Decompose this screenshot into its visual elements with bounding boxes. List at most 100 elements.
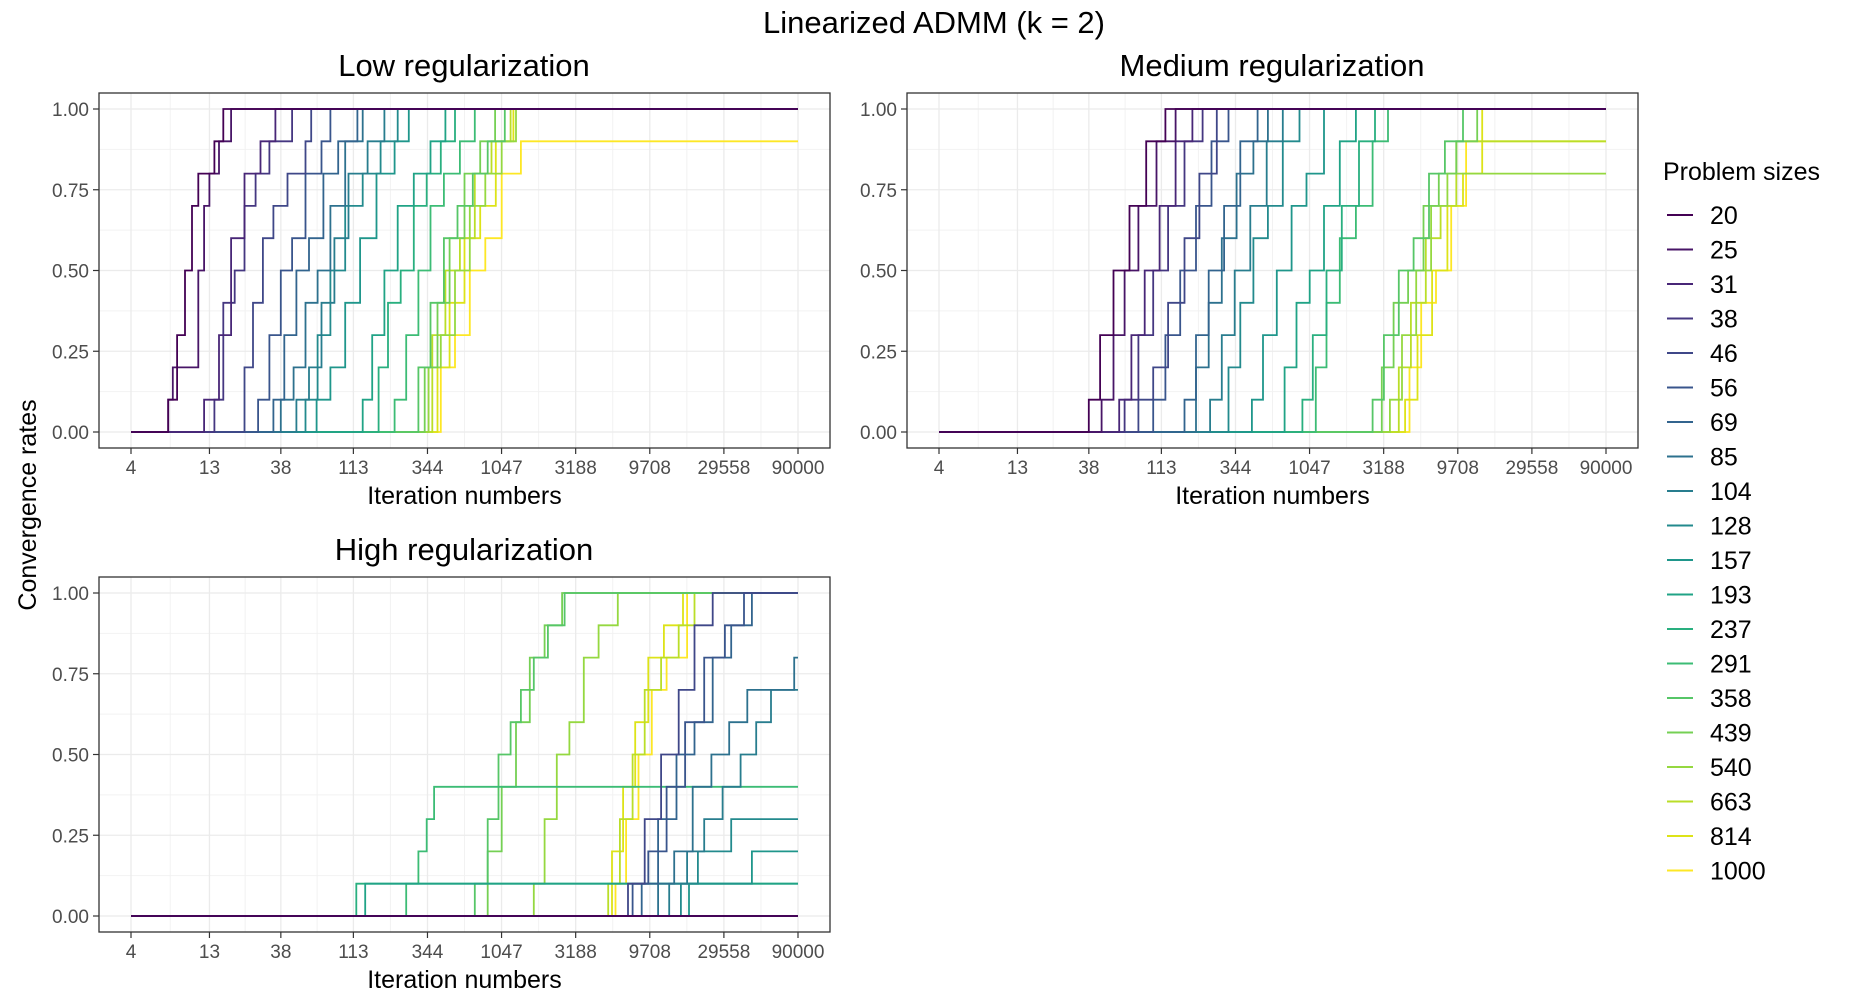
series-line-104 (131, 689, 798, 917)
x-tick-label: 38 (1078, 458, 1099, 479)
y-tick-label: 0.00 (52, 423, 89, 444)
series-line-291 (131, 108, 798, 433)
y-tick-label: 0.00 (52, 907, 89, 928)
series-line-46 (939, 108, 1606, 433)
legend-label-38: 38 (1710, 306, 1738, 334)
x-tick-label: 90000 (1580, 458, 1633, 479)
panel-1: 4 13 38 113 344 1047 3188 9708 29558 90000 0.00 0.2… (860, 48, 1639, 510)
y-tick-label: 0.75 (52, 181, 89, 202)
y-tick-label: 0.25 (52, 342, 89, 363)
series-line-20 (939, 108, 1606, 433)
y-tick-label: 0.50 (52, 262, 89, 283)
y-tick-label: 1.00 (860, 100, 897, 121)
series-line-20 (131, 108, 798, 433)
x-tick-label: 1047 (1288, 458, 1330, 479)
legend: Problem sizes 20 25 31 38 46 56 69 85 104 128 157 1… (1663, 158, 1820, 886)
panel-title: Medium regularization (1120, 48, 1425, 83)
legend-label-85: 85 (1710, 444, 1738, 472)
series-line-1000 (939, 140, 1606, 433)
x-tick-label: 90000 (772, 458, 825, 479)
y-tick-label: 0.00 (860, 423, 897, 444)
legend-label-291: 291 (1710, 651, 1752, 679)
legend-label-69: 69 (1710, 409, 1738, 437)
x-tick-label: 9708 (629, 458, 671, 479)
legend-label-20: 20 (1710, 202, 1738, 230)
series-line-31 (131, 108, 798, 433)
legend-title: Problem sizes (1663, 158, 1820, 186)
x-tick-label: 3188 (1363, 458, 1405, 479)
x-tick-label: 344 (412, 458, 444, 479)
y-tick-label: 0.50 (52, 746, 89, 767)
series-line-540 (939, 172, 1606, 433)
series-line-85 (939, 108, 1606, 433)
x-tick-label: 344 (1220, 458, 1252, 479)
x-tick-label: 29558 (697, 458, 750, 479)
x-tick-label: 344 (412, 942, 444, 963)
legend-label-56: 56 (1710, 375, 1738, 403)
panel-title: High regularization (335, 532, 593, 567)
legend-label-540: 540 (1710, 754, 1752, 782)
y-tick-label: 0.75 (52, 665, 89, 686)
x-tick-label: 38 (270, 942, 291, 963)
x-tick-label: 9708 (1437, 458, 1479, 479)
x-axis-title: Iteration numbers (367, 482, 562, 510)
panels: 4 13 38 113 344 1047 3188 9708 29558 90000 0.00 0.2… (52, 48, 1639, 994)
legend-label-1000: 1000 (1710, 858, 1766, 886)
series-line-128 (939, 108, 1606, 433)
figure-title: Linearized ADMM (k = 2) (763, 5, 1105, 40)
legend-label-663: 663 (1710, 789, 1752, 817)
legend-label-439: 439 (1710, 720, 1752, 748)
series-line-157 (939, 108, 1606, 433)
series-line-193 (939, 108, 1606, 433)
series-line-104 (131, 108, 798, 433)
series-line-69 (131, 108, 798, 433)
series-line-193 (131, 108, 798, 433)
series-line-38 (131, 108, 798, 433)
series-line-46 (131, 108, 798, 433)
series-line-128 (131, 108, 798, 433)
y-axis-title: Convergence rates (14, 399, 42, 610)
x-tick-label: 9708 (629, 942, 671, 963)
legend-label-237: 237 (1710, 616, 1752, 644)
x-tick-label: 113 (338, 458, 368, 479)
series-line-46 (131, 592, 798, 917)
x-tick-label: 13 (1007, 458, 1028, 479)
y-tick-label: 0.25 (52, 826, 89, 847)
series-line-358 (939, 108, 1606, 433)
y-tick-label: 1.00 (52, 584, 89, 605)
series-line-540 (131, 592, 798, 917)
x-tick-label: 3188 (555, 942, 597, 963)
legend-label-814: 814 (1710, 823, 1752, 851)
legend-label-31: 31 (1710, 271, 1738, 299)
x-tick-label: 29558 (1505, 458, 1558, 479)
series-line-291 (939, 108, 1606, 433)
x-tick-label: 4 (126, 458, 137, 479)
x-tick-label: 29558 (697, 942, 750, 963)
x-axis-title: Iteration numbers (367, 966, 562, 994)
x-axis-title: Iteration numbers (1175, 482, 1370, 510)
legend-label-157: 157 (1710, 547, 1752, 575)
panel-2: 4 13 38 113 344 1047 3188 9708 29558 90000 0.00 0.2… (52, 532, 831, 994)
y-tick-label: 0.25 (860, 342, 897, 363)
series-line-814 (131, 592, 798, 917)
y-tick-label: 0.50 (860, 262, 897, 283)
x-tick-label: 13 (199, 458, 220, 479)
series-line-663 (131, 592, 798, 917)
legend-label-358: 358 (1710, 685, 1752, 713)
x-tick-label: 3188 (555, 458, 597, 479)
legend-label-25: 25 (1710, 237, 1738, 265)
y-tick-label: 0.75 (860, 181, 897, 202)
series-line-69 (939, 108, 1606, 433)
x-tick-label: 1047 (480, 458, 522, 479)
series-line-540 (131, 108, 798, 433)
series-line-31 (939, 108, 1606, 433)
x-tick-label: 113 (1146, 458, 1176, 479)
x-tick-label: 113 (338, 942, 368, 963)
x-tick-label: 1047 (480, 942, 522, 963)
x-tick-label: 13 (199, 942, 220, 963)
series-line-358 (131, 108, 798, 433)
legend-label-128: 128 (1710, 513, 1752, 541)
y-tick-label: 1.00 (52, 100, 89, 121)
series-line-157 (131, 108, 798, 433)
